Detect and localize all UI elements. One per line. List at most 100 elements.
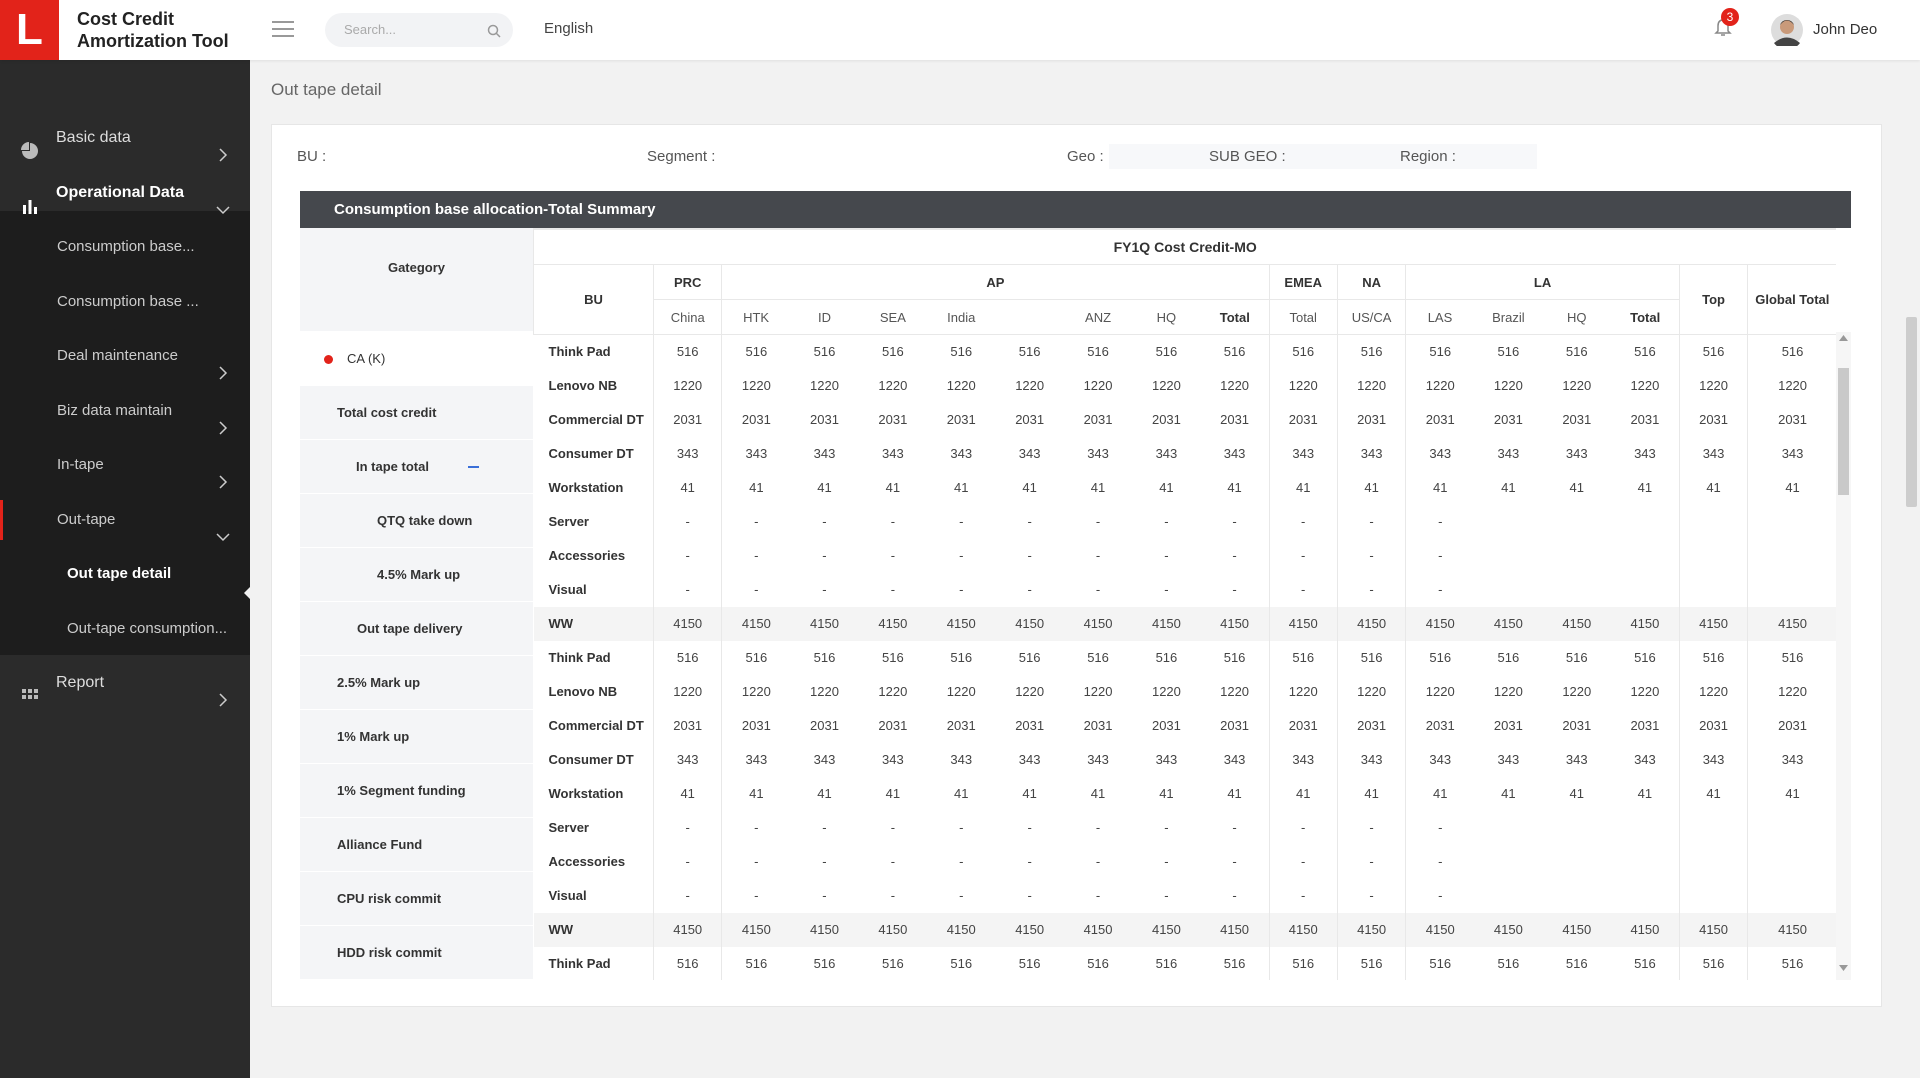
value-cell: 516 [1781,956,1804,971]
menu-item[interactable]: Out-tape consumption... [0,601,250,656]
category-row[interactable]: Alliance Fund [300,818,533,872]
value-cell: - [1200,538,1270,573]
menu-label: Biz data maintain [57,401,173,419]
category-row[interactable]: HDD risk commit [300,926,533,980]
category-row[interactable]: 1% Mark up [300,710,533,764]
value-cell: 2031 [1151,412,1181,427]
value-cell [1543,879,1611,913]
scroll-up[interactable] [1839,335,1848,341]
category-row[interactable]: 1% Segment funding [300,764,533,818]
value-cell: 2031 [653,402,723,437]
table-scroll-thumb[interactable] [1838,368,1849,495]
menu-item[interactable]: Consumption base... [0,219,250,274]
value-cell: 343 [1429,446,1452,461]
value-cell: 41 [653,776,723,811]
menu-item[interactable]: Out-tape [0,492,250,547]
value-cell: 516 [813,344,836,360]
bu-cell: Commercial DT [533,708,654,743]
menu-label: Consumption base... [57,238,195,255]
bu-cell: Accessories [533,844,654,879]
sidebar: Basic data Operational Data Consumption ba… [0,60,250,1078]
category-row[interactable]: 4.5% Mark up [300,548,533,602]
menu-item[interactable]: In-tape [0,437,250,492]
menu-item[interactable]: Report [0,655,250,710]
category-row[interactable]: Total cost credit [300,386,533,440]
data-row: Server - - - - - - - - - - - - [533,810,1837,845]
value-cell: 41 [885,480,901,495]
value-cell: 4150 [927,606,996,641]
value-cell: 516 [1429,650,1452,665]
menu-item[interactable]: Out tape detail [0,546,250,601]
filter-field[interactable] [1109,144,1537,169]
value-cell: 1220 [1425,684,1455,699]
language[interactable]: English [544,20,594,37]
data-row: Consumer DT 343 343 343 343 343 343 343 343 343 34… [533,436,1837,471]
value-cell: 4150 [1405,912,1475,947]
value-cell [1543,573,1611,607]
group-header: LA [1405,264,1680,300]
value-cell: 2031 [1337,402,1407,437]
value-cell: 2031 [1425,412,1455,427]
header-row: BU PRC AP EMEA NA LA Top Global Total [533,264,1836,335]
status-dot [324,355,333,364]
category-column: Gategory CA (K) Total cost credit In tape t… [300,228,533,980]
menu-item[interactable]: Consumption base ... [0,274,250,329]
bu-cell: Commercial DT [533,402,654,437]
logo[interactable]: L [0,0,59,60]
category-row[interactable]: CA (K) [300,332,533,386]
category-row[interactable]: 2.5% Mark up [300,656,533,710]
value-cell: 516 [1018,956,1041,971]
value-cell: 41 [1785,480,1800,495]
notification-badge: 3 [1721,8,1739,26]
bu-cell: Server [533,810,654,845]
value-cell: 41 [1159,786,1174,801]
avatar[interactable] [1771,14,1803,46]
value-cell: 4150 [1679,912,1749,947]
user-name[interactable]: John Deo [1813,21,1878,38]
value-cell: 41 [1610,470,1680,505]
category-header: Gategory [300,228,533,332]
value-cell: 2031 [1493,412,1523,427]
data-row: Lenovo NB 1220 1220 1220 1220 1220 1220 1220 122… [533,368,1837,403]
value-cell: - [1200,810,1270,845]
menu-label: Out tape detail [67,565,172,582]
search-placeholder: Search... [344,22,397,37]
value-cell: 516 [653,640,723,675]
value-cell: - [890,888,896,903]
value-cell: 2031 [810,718,839,733]
column-header: US/CA [1336,299,1407,335]
search-box[interactable]: Search... [325,13,513,47]
value-cell: - [1438,582,1443,597]
value-cell: 1220 [878,684,908,699]
collapse-icon[interactable] [468,466,479,468]
menu-label: Out-tape [57,510,116,528]
value-cell: 2031 [1083,412,1113,427]
table-title: Consumption base allocation-Total Summar… [300,191,1851,228]
value-cell: 343 [1018,446,1041,461]
menu-item[interactable]: Deal maintenance [0,328,250,383]
value-cell: 1220 [741,378,771,393]
value-cell: 4150 [1747,606,1836,641]
category-row[interactable]: In tape total [300,440,533,494]
value-cell: 4150 [1542,606,1611,641]
menu-icon [21,128,39,159]
category-label: In tape total [356,459,429,474]
category-row[interactable]: Out tape delivery [300,602,533,656]
scroll-down[interactable] [1839,965,1848,971]
value-cell: 2031 [1562,718,1592,733]
bu-cell: Workstation [533,776,654,811]
menu-toggle[interactable] [272,20,294,38]
value-cell: 343 [1269,742,1338,777]
menu-item[interactable]: Basic data [0,110,250,165]
menu-item[interactable]: Operational Data [0,165,250,220]
value-cell: 41 [1501,480,1516,495]
value-cell: 516 [1679,946,1749,980]
column-header: ID [789,299,860,335]
menu-item[interactable]: Biz data maintain [0,383,250,438]
value-cell: - [959,548,964,563]
value-cell: - [1337,572,1407,607]
value-cell: - [822,888,827,903]
page-scroll-thumb[interactable] [1906,317,1917,507]
category-row[interactable]: CPU risk commit [300,872,533,926]
category-row[interactable]: QTQ take down [300,494,533,548]
